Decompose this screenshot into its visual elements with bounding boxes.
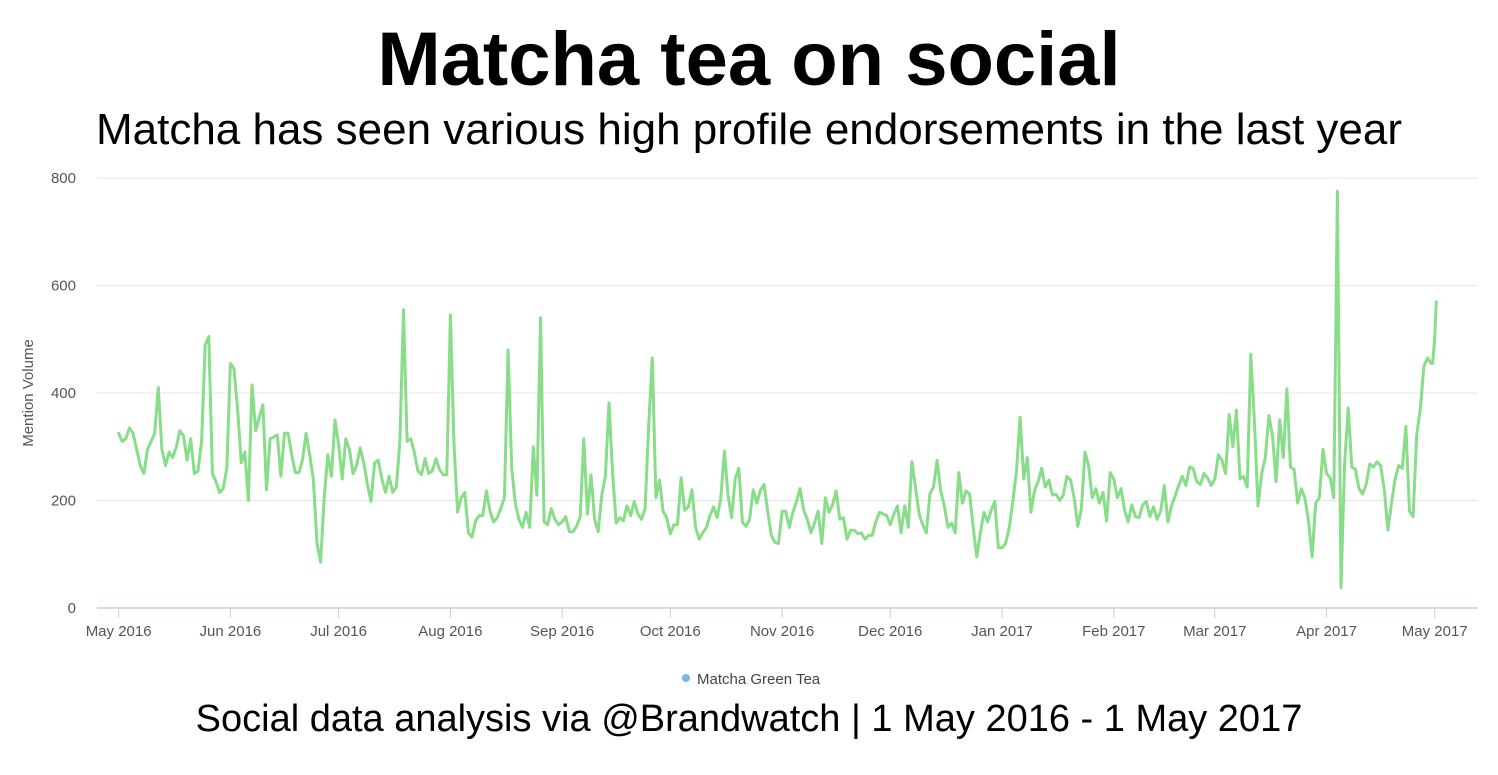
legend-label: Matcha Green Tea bbox=[697, 671, 821, 688]
line-chart: 0 200 400 600 800 May 2016 Jun 2016 Jul 2016 Au… bbox=[20, 170, 1478, 688]
x-tick-label: Dec 2016 bbox=[858, 623, 922, 640]
series-group bbox=[117, 189, 1438, 590]
y-axis-title: Mention Volume bbox=[20, 339, 37, 447]
x-tick-label: Oct 2016 bbox=[640, 623, 701, 640]
y-tick-label: 400 bbox=[51, 385, 76, 402]
x-tick-label: Jul 2016 bbox=[310, 623, 367, 640]
series-line bbox=[117, 189, 1438, 590]
y-tick-label: 0 bbox=[68, 600, 76, 617]
grid-lines bbox=[97, 177, 1478, 501]
x-tick-label: Nov 2016 bbox=[750, 623, 814, 640]
chart-title: Matcha tea on social bbox=[377, 17, 1121, 102]
x-axis: May 2016 Jun 2016 Jul 2016 Aug 2016 Sep 2016… bbox=[86, 607, 1478, 640]
x-tick-label: Aug 2016 bbox=[418, 623, 482, 640]
x-tick-label: May 2016 bbox=[86, 623, 152, 640]
legend[interactable]: Matcha Green Tea bbox=[682, 671, 821, 688]
chart-subtitle: Matcha has seen various high profile end… bbox=[95, 105, 1403, 154]
y-tick-label: 800 bbox=[51, 170, 76, 187]
legend-marker bbox=[682, 674, 690, 682]
x-tick-label: Feb 2017 bbox=[1082, 623, 1145, 640]
x-tick-label: Jan 2017 bbox=[971, 623, 1033, 640]
y-axis-ticks: 0 200 400 600 800 bbox=[51, 170, 76, 617]
y-tick-label: 200 bbox=[51, 493, 76, 510]
x-tick-label: May 2017 bbox=[1402, 623, 1468, 640]
x-tick-label: Apr 2017 bbox=[1296, 623, 1357, 640]
x-tick-label: Sep 2016 bbox=[530, 623, 594, 640]
x-tick-label: Mar 2017 bbox=[1183, 623, 1246, 640]
x-tick-label: Jun 2016 bbox=[200, 623, 262, 640]
chart-footer: Social data analysis via @Brandwatch | 1… bbox=[195, 698, 1303, 740]
y-tick-label: 600 bbox=[51, 278, 76, 295]
